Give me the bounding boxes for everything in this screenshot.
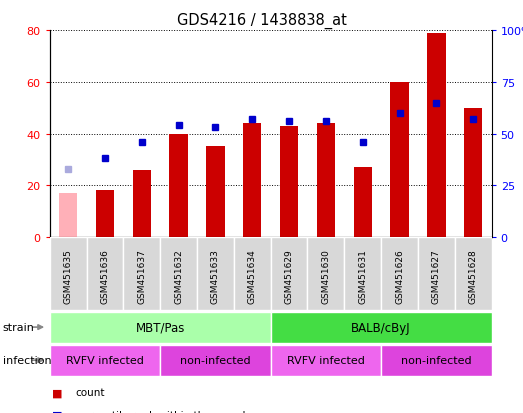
Text: ■: ■ bbox=[52, 410, 63, 413]
Bar bbox=[123, 237, 160, 310]
Bar bbox=[317, 124, 335, 237]
Text: GSM451628: GSM451628 bbox=[469, 248, 477, 303]
Text: GSM451636: GSM451636 bbox=[100, 248, 109, 303]
Text: GSM451629: GSM451629 bbox=[285, 248, 293, 303]
Text: GSM451627: GSM451627 bbox=[432, 248, 441, 303]
Text: non-infected: non-infected bbox=[401, 355, 472, 366]
Text: GSM451637: GSM451637 bbox=[137, 248, 146, 303]
Text: GSM451633: GSM451633 bbox=[211, 248, 220, 303]
Text: RVFV infected: RVFV infected bbox=[66, 355, 144, 366]
Bar bbox=[86, 237, 123, 310]
Bar bbox=[50, 345, 160, 376]
Text: GSM451631: GSM451631 bbox=[358, 248, 367, 303]
Text: BALB/cByJ: BALB/cByJ bbox=[351, 321, 411, 334]
Text: MBT/Pas: MBT/Pas bbox=[135, 321, 185, 334]
Text: GSM451632: GSM451632 bbox=[174, 248, 183, 303]
Bar bbox=[96, 191, 114, 237]
Text: infection: infection bbox=[3, 355, 51, 366]
Bar bbox=[132, 170, 151, 237]
Text: percentile rank within the sample: percentile rank within the sample bbox=[76, 410, 252, 413]
Text: non-infected: non-infected bbox=[180, 355, 251, 366]
Bar bbox=[354, 168, 372, 237]
Bar bbox=[381, 237, 418, 310]
Text: RVFV infected: RVFV infected bbox=[287, 355, 365, 366]
Bar bbox=[381, 345, 492, 376]
Bar bbox=[234, 237, 271, 310]
Text: strain: strain bbox=[3, 322, 35, 332]
Text: GSM451635: GSM451635 bbox=[64, 248, 73, 303]
Text: ■: ■ bbox=[52, 387, 63, 397]
Bar bbox=[308, 237, 344, 310]
Bar bbox=[280, 126, 298, 237]
Bar bbox=[344, 237, 381, 310]
Bar bbox=[160, 345, 271, 376]
Bar bbox=[464, 108, 482, 237]
Text: GSM451634: GSM451634 bbox=[248, 248, 257, 303]
Bar bbox=[418, 237, 455, 310]
Bar bbox=[455, 237, 492, 310]
Bar bbox=[206, 147, 224, 237]
Text: GDS4216 / 1438838_at: GDS4216 / 1438838_at bbox=[177, 12, 346, 28]
Bar bbox=[197, 237, 234, 310]
Text: count: count bbox=[76, 387, 105, 397]
Bar bbox=[169, 134, 188, 237]
Bar bbox=[243, 124, 262, 237]
Bar bbox=[50, 312, 271, 343]
Text: GSM451626: GSM451626 bbox=[395, 248, 404, 303]
Bar bbox=[50, 237, 86, 310]
Bar bbox=[390, 83, 409, 237]
Bar bbox=[427, 33, 446, 237]
Bar bbox=[59, 194, 77, 237]
Bar bbox=[160, 237, 197, 310]
Bar bbox=[271, 312, 492, 343]
Bar bbox=[271, 345, 381, 376]
Bar bbox=[271, 237, 308, 310]
Text: GSM451630: GSM451630 bbox=[322, 248, 331, 303]
